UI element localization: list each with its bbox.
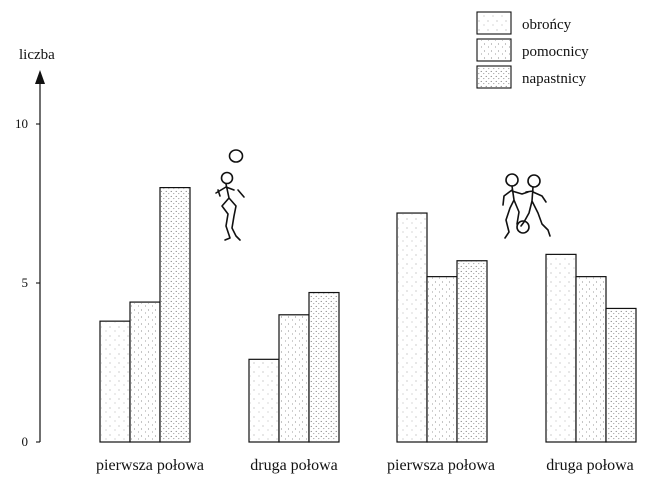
legend-swatch-fill-3 xyxy=(478,67,510,87)
bar-fill-1 xyxy=(547,255,575,441)
bar-fill-2 xyxy=(131,303,159,441)
category-label: druga połowa xyxy=(546,457,634,474)
y-axis-label: liczba xyxy=(19,47,55,63)
category-label: druga połowa xyxy=(250,457,338,474)
player-body-icon xyxy=(215,183,245,241)
two-players-illustration xyxy=(502,173,551,239)
legend-swatch-fill-1 xyxy=(478,13,510,33)
bar-fill-1 xyxy=(250,360,278,441)
y-axis-tick-label: 5 xyxy=(22,275,29,290)
y-axis-tick-label: 0 xyxy=(22,434,29,449)
football-player-illustration xyxy=(215,149,245,241)
bar-fill-1 xyxy=(101,322,129,441)
legend-label-3: napastnicy xyxy=(522,71,587,87)
bar-fill-3 xyxy=(310,293,338,441)
category-label: pierwsza połowa xyxy=(387,457,495,474)
y-axis-arrow-icon xyxy=(35,70,45,84)
bars-group xyxy=(99,187,637,443)
player-body-icon xyxy=(502,185,529,239)
y-axis-group: liczba 0 5 10 xyxy=(15,47,55,449)
bar-fill-2 xyxy=(577,277,605,441)
bar-fill-3 xyxy=(607,309,635,441)
bar-fill-2 xyxy=(280,315,308,441)
legend-label-2: pomocnicy xyxy=(522,44,589,60)
player-head-icon xyxy=(527,174,541,188)
ball-icon xyxy=(228,149,244,163)
legend-swatch-fill-2 xyxy=(478,40,510,60)
ball-icon xyxy=(516,220,530,234)
bar-fill-2 xyxy=(428,277,456,441)
bar-fill-3 xyxy=(161,188,189,441)
y-axis-tick-label: 10 xyxy=(15,116,28,131)
legend-label-1: obrońcy xyxy=(522,17,572,33)
category-labels-group: pierwsza połowa druga połowa pierwsza poło… xyxy=(96,457,634,474)
bar-fill-1 xyxy=(398,214,426,441)
player-body-icon xyxy=(520,186,551,237)
bar-fill-3 xyxy=(458,261,486,441)
legend: obrońcy pomocnicy napastnicy xyxy=(476,11,589,89)
category-label: pierwsza połowa xyxy=(96,457,204,474)
player-head-icon xyxy=(505,173,519,187)
player-head-icon xyxy=(220,171,234,185)
